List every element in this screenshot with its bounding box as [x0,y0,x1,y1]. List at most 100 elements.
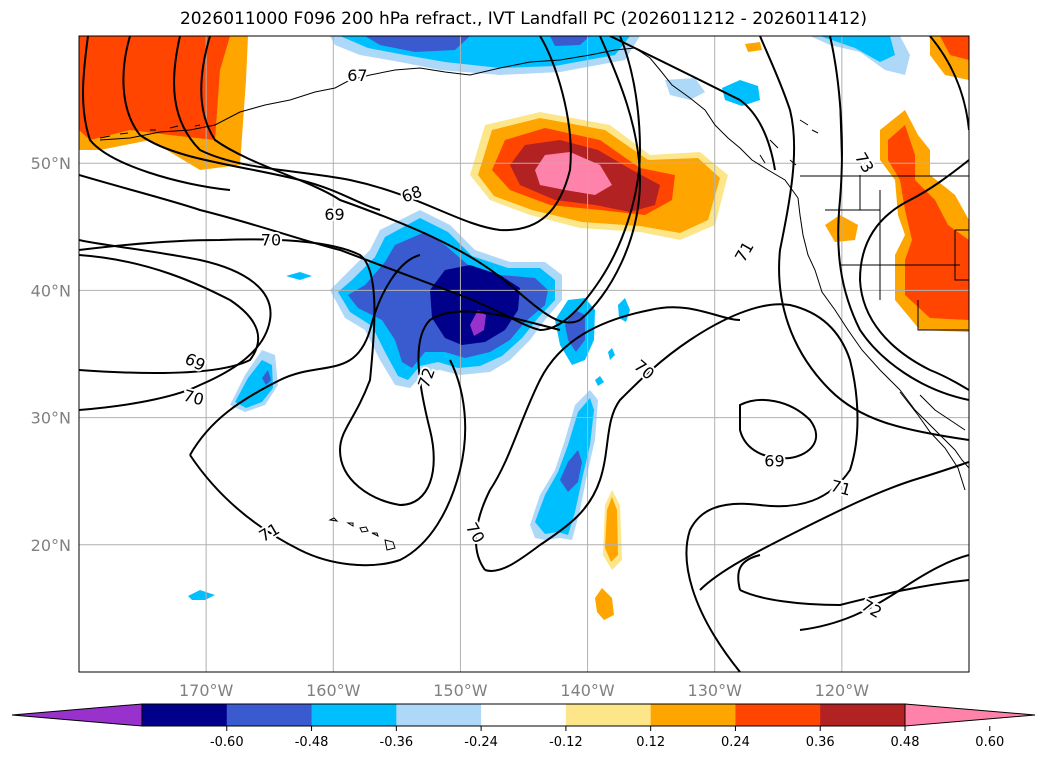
colorbar-tick-label: 0.48 [891,735,920,750]
positive-area-northwest [79,36,230,140]
ivt-fill-layer [79,36,969,620]
colorbar-tick-label: 0.12 [636,735,665,750]
negative-area-north-gulf [550,36,590,46]
colorbar-tick-label: 0.24 [721,735,750,750]
lat-tick-label: 40°N [31,281,71,300]
colorbar-frame [141,703,906,727]
colorbar-segment [311,704,397,726]
contour-label: 69 [764,452,784,471]
baja-california-coast [899,391,966,491]
contour-line [200,36,642,324]
contour-line [739,399,817,460]
colorbar-segment [565,704,652,726]
colorbar-extend-max [904,703,1036,727]
contour-line [609,36,776,171]
contour-line [858,36,969,391]
alaska-peninsula-coast [99,47,636,141]
contour-label: 71 [829,476,854,500]
colorbar-tick-label: -0.24 [464,735,498,750]
contour-line [79,254,260,374]
positive-area-west-us [888,125,969,320]
aleutian-islands [99,124,201,139]
contour-label: 70 [181,386,206,410]
colorbar-segment [650,704,736,726]
lat-tick-label: 30°N [31,409,71,428]
colorbar-segment [735,704,821,726]
positive-area-north [940,36,969,60]
positive-area-north [745,42,762,52]
contour-line [189,359,467,567]
colorbar-tick-label: -0.48 [295,735,329,750]
contour-label: 70 [462,519,489,546]
negative-area-subtropics [608,348,615,360]
colorbar-tick-label: 0.60 [975,735,1004,750]
map-frame [78,35,970,673]
lon-tick-label: 160°W [306,681,361,700]
contour-line [737,554,969,607]
contour-line [79,238,561,507]
contour-label: 69 [324,205,344,224]
negative-area-north [722,80,760,106]
negative-area-central [430,265,520,345]
coastlines-and-borders [99,47,969,551]
negative-area-subtropics [560,450,582,492]
negative-anomaly-fills [188,36,910,600]
longitude-tick-labels: 170°W 160°W 150°W 140°W 130°W 120°W [179,681,869,700]
negative-area-subtropics [286,272,312,280]
lon-tick-label: 120°W [815,681,870,700]
colorbar-tick-label: -0.12 [549,735,583,750]
contour-line [699,461,969,591]
colorbar-segment [226,704,313,726]
negative-area-subtropics [188,590,215,600]
colorbar-tick-label: -0.60 [210,735,244,750]
contour-label: 67 [347,66,367,85]
contour-line [474,306,741,571]
colorbar-segment [142,704,228,726]
contour-line [173,36,572,232]
negative-area-north [665,78,705,100]
negative-area-subtropics [535,398,594,535]
negative-area-west [235,360,273,408]
colorbar-segment [481,704,567,726]
colorbar-segment [820,704,906,726]
lon-tick-label: 130°W [688,681,743,700]
lon-tick-label: 170°W [179,681,234,700]
colorbar-extend-min [11,703,143,727]
contour-line [484,303,859,672]
contour-line [799,554,969,631]
contour-label: 71 [256,519,283,546]
contour-label: 73 [851,149,878,176]
positive-anomaly-fills [79,36,969,620]
colorbar-tick-label: 0.36 [806,735,835,750]
negative-area-north [820,36,895,62]
lat-tick-label: 50°N [31,154,71,173]
lat-tick-label: 20°N [31,536,71,555]
refractivity-contours [79,36,969,672]
gulf-of-alaska-coast [634,47,969,469]
contour-line [189,254,421,456]
positive-area-subtropics [605,497,618,562]
latitude-tick-labels: 20°N 30°N 40°N 50°N [31,154,71,555]
hawaiian-islands [328,517,396,551]
negative-area-central [470,310,486,336]
contour-label: 71 [731,238,758,265]
negative-area-north-gulf [365,36,470,52]
lon-tick-label: 140°W [560,681,615,700]
contour-line [759,36,969,441]
contour-line [829,36,969,401]
colorbar: -0.60 -0.48 -0.36 -0.24 -0.12 0.12 0.24 0.36 0.4… [11,703,1036,750]
positive-area-subtropics [595,588,614,620]
colorbar-segment [396,704,482,726]
contour-line [79,36,642,332]
contour-label: 70 [261,230,281,249]
contour-line [82,36,231,191]
negative-area-subtropics [595,376,604,386]
contour-line [122,36,381,211]
contour-line [79,239,272,411]
lon-tick-label: 150°W [433,681,488,700]
colorbar-tick-label: -0.36 [380,735,414,750]
islands-and-coast-details [759,119,819,166]
contour-label: 70 [630,356,658,384]
positive-area-northwest [79,36,125,70]
